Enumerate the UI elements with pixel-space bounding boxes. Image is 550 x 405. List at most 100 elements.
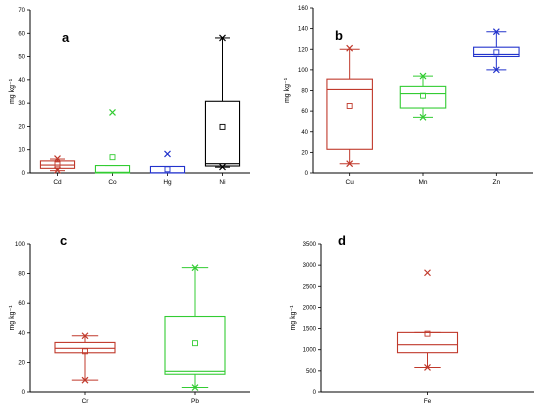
y-axis-label: mg kg⁻¹ (290, 305, 297, 331)
outlier-marker (346, 160, 354, 168)
box-body (473, 46, 520, 58)
y-tick-label: 2000 (303, 305, 317, 311)
y-tick-label: 0 (22, 171, 26, 177)
y-tick-label: 3000 (303, 263, 317, 269)
mean-marker (420, 92, 426, 99)
box-Ni: Ni (204, 34, 241, 186)
y-tick-label: 30 (18, 101, 25, 107)
x-tick-label: Hg (163, 179, 172, 186)
x-tick-label: Ni (219, 179, 225, 186)
y-tick-label: 70 (18, 8, 25, 14)
box-Cu: Cu (326, 44, 373, 186)
box-Pb: Pb (164, 264, 226, 405)
y-tick-label: 500 (306, 369, 317, 375)
outlier-marker (419, 113, 427, 121)
box-Cr: Cr (54, 332, 116, 405)
x-tick-label: Co (108, 179, 117, 186)
outlier-marker (81, 376, 89, 384)
x-tick-label: Zn (493, 179, 501, 186)
outlier-marker (492, 28, 500, 36)
mean-marker (109, 154, 116, 161)
y-tick-label: 40 (18, 78, 25, 84)
mean-marker (192, 340, 198, 347)
y-axis-label: mg kg⁻¹ (9, 78, 16, 104)
box-body (94, 164, 131, 174)
y-tick-label: 60 (301, 109, 308, 115)
box-body (164, 315, 226, 375)
outlier-marker (419, 72, 427, 80)
y-tick-label: 80 (18, 272, 25, 278)
y-tick-label: 120 (298, 47, 309, 53)
outlier-marker (54, 155, 61, 162)
y-tick-label: 0 (22, 390, 26, 396)
outlier-marker (424, 269, 431, 277)
panel-a: 0 10 20 30 40 50 60 70 mg kg⁻¹ a Cd Co Hg Ni (9, 8, 250, 186)
y-tick-label: 40 (301, 130, 308, 136)
y-tick-label: 100 (15, 242, 26, 248)
y-tick-label: 3500 (303, 242, 317, 248)
outlier-marker (424, 364, 431, 371)
mean-marker (82, 348, 88, 355)
outlier-marker (346, 44, 354, 52)
outlier-marker (191, 384, 199, 391)
outlier-marker (492, 66, 500, 74)
y-tick-label: 1500 (303, 327, 317, 333)
box-Fe: Fe (396, 269, 459, 405)
y-tick-label: 0 (305, 171, 309, 177)
y-tick-label: 60 (18, 301, 25, 307)
panel-c: 0 20 40 60 80 100 mg kg⁻¹ c Cr Pb (9, 233, 250, 405)
outlier-marker (219, 163, 226, 171)
box-body (396, 331, 459, 354)
panel-d: 0 500 1000 1500 2000 2500 3000 3500 mg kg⁻¹ d Fe (290, 233, 534, 405)
mean-marker (493, 49, 500, 56)
outlier-marker (109, 109, 116, 116)
x-tick-label: Cd (53, 179, 62, 186)
mean-marker (219, 123, 226, 130)
y-tick-label: 100 (298, 68, 309, 74)
box-Hg: Hg (149, 150, 186, 186)
mean-marker (424, 330, 431, 337)
x-tick-label: Mn (418, 179, 427, 186)
y-tick-label: 160 (298, 6, 309, 12)
panel-b: 0 20 40 60 80 100 120 140 160 mg kg⁻¹ b Cu Mn Zn (284, 6, 533, 186)
mean-marker (164, 166, 171, 173)
x-tick-label: Fe (424, 398, 432, 405)
y-tick-label: 1000 (303, 348, 317, 354)
box-Zn: Zn (473, 28, 520, 186)
y-tick-label: 20 (301, 150, 308, 156)
box-Mn: Mn (399, 72, 447, 186)
box-body (54, 341, 116, 354)
box-body (326, 78, 373, 150)
box-body (399, 85, 447, 109)
y-tick-label: 2500 (303, 284, 317, 290)
outlier-marker (81, 332, 89, 340)
outlier-marker (54, 166, 61, 174)
y-tick-label: 20 (18, 124, 25, 130)
outlier-marker (164, 150, 171, 158)
panel-label: a (62, 30, 70, 45)
box-body (204, 100, 241, 167)
y-tick-label: 20 (18, 360, 25, 366)
panel-label: c (60, 233, 67, 248)
x-tick-label: Cr (82, 398, 90, 405)
y-tick-label: 60 (18, 31, 25, 37)
outlier-marker (219, 34, 226, 42)
box-Cd: Cd (39, 155, 76, 186)
panel-label: d (338, 233, 346, 248)
y-axis-label: mg kg⁻¹ (284, 77, 291, 103)
y-tick-label: 50 (18, 55, 25, 61)
outlier-marker (191, 264, 199, 272)
panel-label: b (335, 28, 343, 43)
x-tick-label: Cu (346, 179, 355, 186)
y-tick-label: 80 (301, 89, 308, 95)
mean-marker (346, 103, 353, 109)
x-tick-label: Pb (191, 398, 199, 405)
y-axis-label: mg kg⁻¹ (9, 305, 16, 331)
box-Co: Co (94, 109, 131, 186)
y-tick-label: 40 (18, 331, 25, 337)
y-tick-label: 10 (18, 148, 25, 154)
mean-marker (54, 161, 61, 168)
y-tick-label: 0 (313, 390, 317, 396)
y-tick-label: 140 (298, 27, 309, 33)
